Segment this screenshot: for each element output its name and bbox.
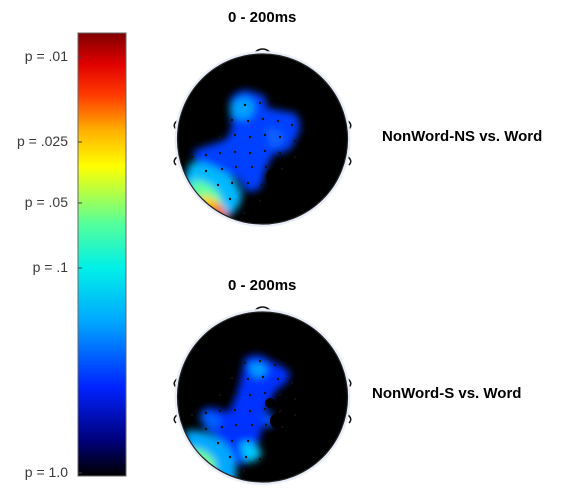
- colorbar-tick-3: p = .05: [24, 194, 68, 210]
- topomap-2: [173, 306, 352, 485]
- colorbar-tick-2: p = .025: [17, 133, 68, 149]
- topomap-1: [173, 48, 352, 227]
- colorbar-tick-1: p = .01: [24, 48, 68, 64]
- colorbar-tick-4: p = .1: [32, 259, 68, 275]
- map-1-title: 0 - 200ms: [228, 9, 297, 26]
- colorbar-tick-5: p = 1.0: [24, 464, 68, 480]
- colorbar: p = .01 p = .025 p = .05 p = .1 p = 1.0: [0, 0, 130, 489]
- colorbar-gradient: [77, 32, 127, 477]
- map-2-title: 0 - 200ms: [228, 277, 297, 294]
- map-2-label: NonWord-S vs. Word: [372, 385, 522, 402]
- ear-left-2b: [173, 414, 178, 424]
- ear-left-1b: [173, 156, 178, 166]
- ear-right-1b: [347, 156, 352, 166]
- ear-right-2b: [347, 414, 352, 424]
- map-1-label: NonWord-NS vs. Word: [382, 128, 543, 145]
